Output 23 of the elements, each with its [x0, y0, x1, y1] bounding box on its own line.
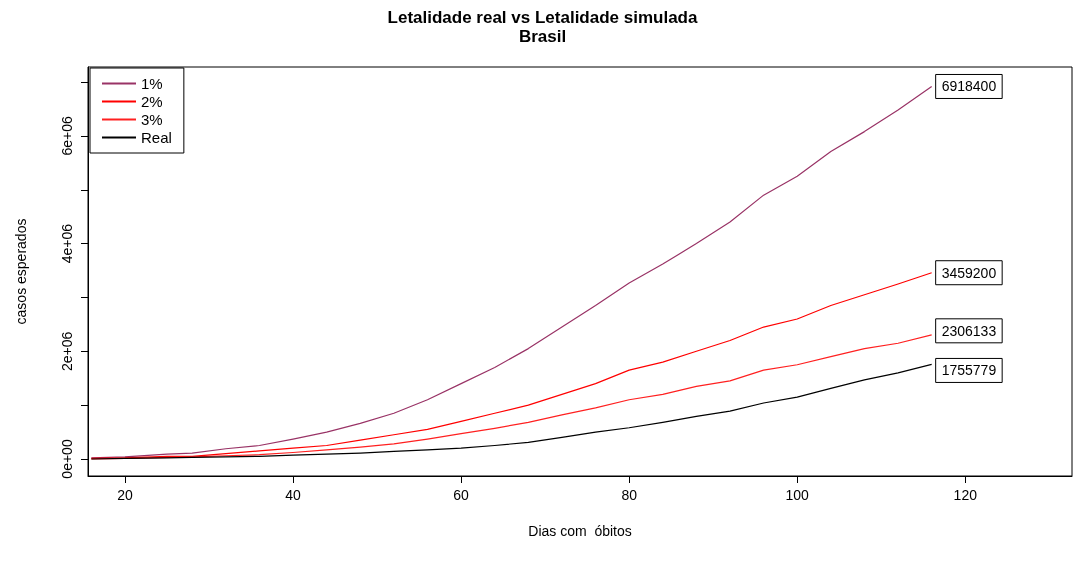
- y-tick-label: 2e+06: [59, 331, 75, 371]
- data-label: 1755779: [941, 362, 997, 379]
- y-tick-label: 0e+00: [59, 439, 75, 479]
- x-tick-label: 40: [285, 487, 302, 503]
- x-tick-label: 80: [621, 487, 638, 503]
- data-label: 6918400: [941, 78, 997, 95]
- x-axis-title: Dias com óbitos: [528, 523, 632, 539]
- line-series: [90, 363, 933, 460]
- data-label: 2306133: [941, 322, 997, 339]
- legend-label: 2%: [141, 93, 163, 110]
- y-tick-label: 6e+06: [59, 116, 75, 156]
- x-tick-label: 20: [117, 487, 133, 503]
- legend-label: 1%: [141, 75, 163, 92]
- x-tick-label: 120: [953, 487, 978, 503]
- data-label: 3459200: [941, 264, 997, 281]
- legend-label: Real: [141, 129, 172, 146]
- chart-title: Letalidade real vs Letalidade simulada: [387, 8, 698, 27]
- y-axis-title: casos esperados: [13, 218, 29, 325]
- legend-label: 3%: [141, 111, 163, 128]
- y-tick-label: 4e+06: [59, 223, 75, 264]
- x-tick-label: 60: [453, 487, 470, 503]
- chart-subtitle: Brasil: [518, 27, 567, 46]
- x-tick-label: 100: [785, 487, 810, 503]
